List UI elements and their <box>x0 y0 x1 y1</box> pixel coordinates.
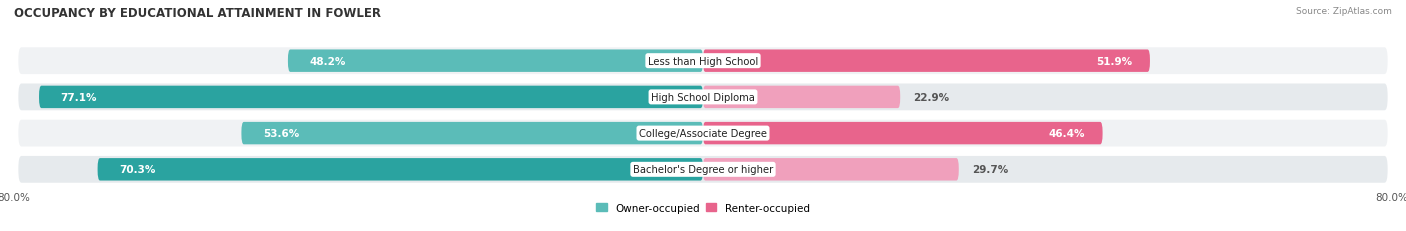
Text: High School Diploma: High School Diploma <box>651 92 755 103</box>
FancyBboxPatch shape <box>703 50 1150 73</box>
Text: College/Associate Degree: College/Associate Degree <box>638 128 768 139</box>
FancyBboxPatch shape <box>18 156 1388 183</box>
FancyBboxPatch shape <box>703 122 1102 145</box>
Text: Bachelor's Degree or higher: Bachelor's Degree or higher <box>633 165 773 175</box>
Text: 46.4%: 46.4% <box>1049 128 1085 139</box>
FancyBboxPatch shape <box>288 50 703 73</box>
Text: 70.3%: 70.3% <box>120 165 156 175</box>
Text: 53.6%: 53.6% <box>263 128 299 139</box>
Text: OCCUPANCY BY EDUCATIONAL ATTAINMENT IN FOWLER: OCCUPANCY BY EDUCATIONAL ATTAINMENT IN F… <box>14 7 381 20</box>
FancyBboxPatch shape <box>18 84 1388 111</box>
FancyBboxPatch shape <box>703 158 959 181</box>
Text: 48.2%: 48.2% <box>309 56 346 66</box>
Text: 22.9%: 22.9% <box>912 92 949 103</box>
Text: 77.1%: 77.1% <box>60 92 97 103</box>
FancyBboxPatch shape <box>18 48 1388 75</box>
FancyBboxPatch shape <box>703 86 900 109</box>
Text: 29.7%: 29.7% <box>972 165 1008 175</box>
Text: Less than High School: Less than High School <box>648 56 758 66</box>
FancyBboxPatch shape <box>97 158 703 181</box>
Text: 51.9%: 51.9% <box>1097 56 1133 66</box>
Legend: Owner-occupied, Renter-occupied: Owner-occupied, Renter-occupied <box>592 198 814 217</box>
Text: Source: ZipAtlas.com: Source: ZipAtlas.com <box>1296 7 1392 16</box>
FancyBboxPatch shape <box>39 86 703 109</box>
FancyBboxPatch shape <box>18 120 1388 147</box>
FancyBboxPatch shape <box>242 122 703 145</box>
